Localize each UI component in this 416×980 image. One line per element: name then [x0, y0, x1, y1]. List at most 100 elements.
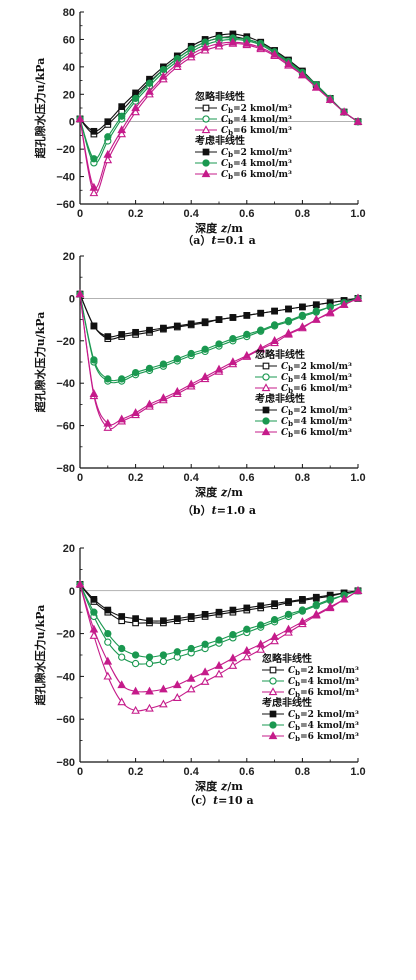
data-point: [339, 300, 349, 308]
chart-panel-1: 0 0.2 0.4 0.6 0.8 1.0 −60 −40 −20 0 20 40 60 80 超孔隙水压力…: [33, 7, 366, 247]
legend-c-symbol: C: [288, 666, 296, 676]
legend-c-symbol: C: [288, 732, 296, 742]
x-tick-label: 0.6: [239, 472, 254, 484]
legend-group-consider: 考虑非线性: [195, 134, 245, 147]
chart-panel-2: 0 0.2 0.4 0.6 0.8 1.0 −80 −60 −40 −20 0 20 超孔隙水压力u/k…: [33, 251, 366, 517]
y-tick-label: −20: [56, 336, 75, 348]
x-tick-label: 0.8: [295, 472, 310, 484]
data-point: [90, 155, 98, 163]
caption-rest: =1.0 a: [217, 504, 256, 517]
x-tick-label: 0.8: [295, 766, 310, 778]
data-point: [311, 82, 321, 91]
legend-label: Cb=4 kmol/m³: [288, 721, 359, 732]
data-point: [243, 312, 251, 319]
data-point: [118, 375, 126, 383]
data-point: [103, 422, 113, 431]
series-consider-3: [75, 37, 363, 191]
data-point: [200, 677, 210, 685]
y-tick-label: −60: [56, 199, 75, 211]
x-tick-label: 1.0: [350, 766, 365, 778]
x-axis-label: 深度 z/m: [195, 485, 243, 499]
x-axis-label-var: z: [220, 486, 228, 499]
data-point: [159, 657, 168, 666]
legend-c-sub: b: [228, 106, 233, 115]
x-tick-label: 0: [77, 208, 83, 220]
legend-label: Cb=2 kmol/m³: [288, 710, 359, 721]
x-tick-label: 1.0: [350, 472, 365, 484]
legend-c-sub: b: [228, 128, 233, 137]
data-point: [117, 680, 127, 689]
legend-item-consider-3: Cb=6 kmol/m³: [262, 731, 359, 743]
data-point: [187, 320, 195, 328]
legend-c-symbol: C: [281, 428, 289, 438]
data-point: [325, 95, 335, 103]
x-tick-label: 0.2: [128, 472, 143, 484]
data-point: [186, 49, 196, 58]
data-point: [89, 188, 99, 197]
data-point: [132, 328, 139, 336]
legend-item-ignore-3: Cb=6 kmol/m³: [255, 383, 352, 395]
y-tick-label: −80: [56, 463, 75, 475]
x-tick-label: 0: [77, 766, 83, 778]
data-point: [103, 418, 113, 427]
data-point: [201, 318, 209, 326]
data-point: [159, 684, 168, 693]
legend-entry-text: =6 kmol/m³: [233, 126, 292, 136]
legend-entry-text: =6 kmol/m³: [293, 384, 352, 394]
legend-c-symbol: C: [288, 688, 296, 698]
legend-c-symbol: C: [288, 710, 296, 720]
data-point: [242, 38, 252, 47]
y-tick-label: 20: [63, 543, 75, 555]
legend-marker: [268, 731, 278, 740]
legend-group-ignore: 忽略非线性: [262, 652, 312, 665]
legend-c-sub: b: [228, 161, 233, 170]
data-point: [131, 368, 140, 377]
data-point: [243, 604, 251, 612]
data-point: [104, 638, 112, 646]
data-point: [339, 594, 349, 603]
x-tick-label: 1.0: [350, 208, 365, 220]
legend-item-consider-2: Cb=4 kmol/m³: [195, 159, 292, 170]
chart-panel-3: 0 0.2 0.4 0.6 0.8 1.0 −80 −60 −40 −20 0 20 超孔隙水压力u/k…: [33, 543, 366, 807]
data-point: [160, 617, 167, 625]
data-point: [298, 311, 307, 320]
x-tick-label: 0.2: [128, 766, 143, 778]
data-point: [104, 629, 112, 638]
legend-marker: [268, 687, 278, 696]
legend-c-sub: b: [288, 364, 293, 373]
data-point: [173, 648, 181, 656]
data-point: [285, 598, 292, 605]
panel-caption: （b）t=1.0 a: [182, 504, 256, 517]
legend-label: Cb=6 kmol/m³: [221, 170, 292, 181]
legend-marker: [269, 721, 277, 729]
legend-entry-text: =2 kmol/m³: [293, 406, 352, 416]
data-point: [145, 653, 154, 661]
legend-label: Cb=6 kmol/m³: [281, 428, 352, 439]
y-tick-label: −40: [56, 378, 75, 390]
data-point: [215, 608, 223, 616]
x-axis-label-unit: /m: [227, 222, 243, 235]
legend-label: Cb=4 kmol/m³: [281, 417, 352, 428]
data-point: [298, 606, 307, 614]
x-axis-label-prefix: 深度: [195, 221, 221, 235]
y-tick-label: −20: [56, 144, 75, 156]
data-point: [145, 659, 154, 668]
legend-c-sub: b: [288, 419, 293, 428]
legend-marker: [261, 427, 271, 436]
data-point: [242, 645, 252, 654]
legend-group-consider: 考虑非线性: [255, 392, 305, 405]
x-axis-label-prefix: 深度: [195, 779, 221, 793]
data-point: [201, 345, 209, 353]
x-axis-label-unit: /m: [227, 780, 243, 793]
legend-entry-text: =2 kmol/m³: [293, 362, 352, 372]
y-tick-label: 60: [63, 34, 75, 46]
legend-entry-text: =6 kmol/m³: [293, 428, 352, 438]
legend-item-ignore-3: Cb=6 kmol/m³: [195, 125, 292, 137]
data-point: [229, 335, 237, 343]
data-point: [131, 107, 140, 116]
legend-entry-text: =4 kmol/m³: [293, 417, 352, 427]
legend-item-ignore-2: Cb=4 kmol/m³: [255, 373, 352, 384]
data-point: [270, 616, 279, 624]
legend-marker: [201, 169, 211, 178]
x-axis-label-unit: /m: [227, 486, 243, 499]
